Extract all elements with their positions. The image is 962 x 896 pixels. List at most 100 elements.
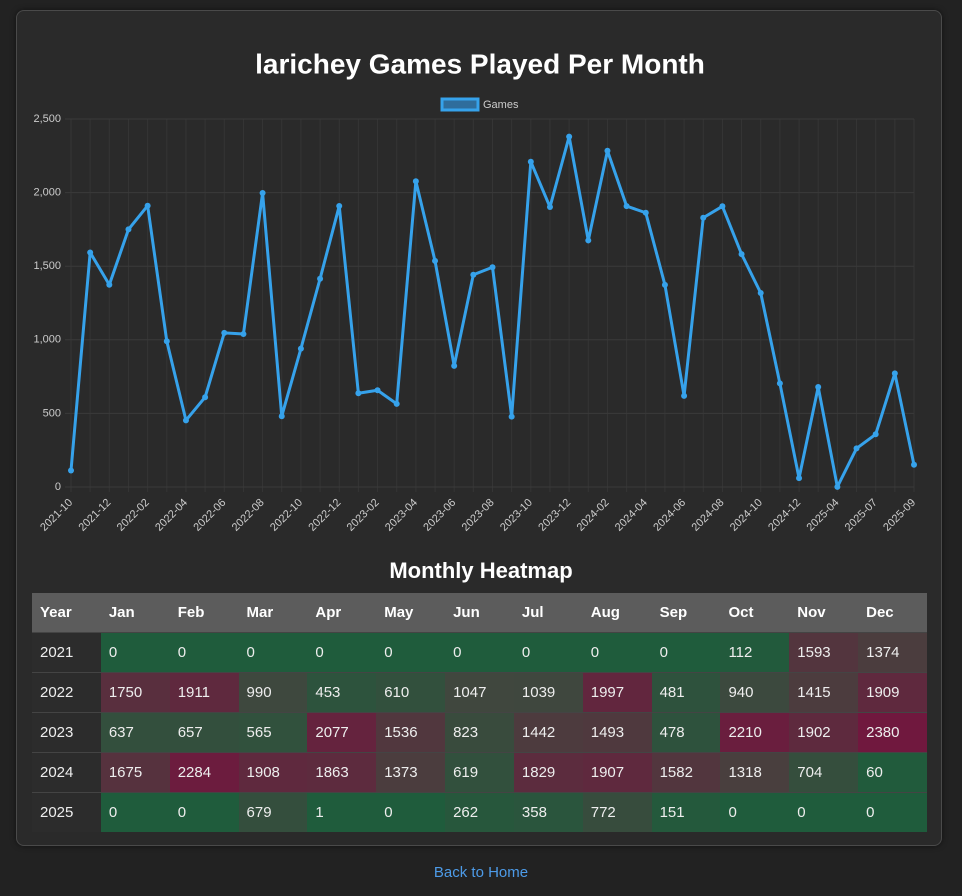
y-tick-label: 1,000	[33, 334, 61, 346]
point	[604, 147, 611, 154]
point	[681, 392, 688, 399]
chart-title: larichey Games Played Per Month	[255, 48, 705, 79]
y-tick-label: 500	[43, 407, 61, 419]
heat-cell: 0	[513, 632, 583, 673]
heat-cell: 610	[376, 672, 446, 713]
heat-cell: 0	[858, 792, 927, 832]
x-tick-label: 2022-10	[268, 497, 305, 534]
legend-label: Games	[483, 99, 519, 111]
heat-cell: 1415	[789, 672, 859, 713]
x-tick-label: 2025-09	[881, 497, 918, 534]
point	[125, 226, 132, 233]
heat-cell: 1593	[789, 632, 859, 673]
heat-cell: 1902	[789, 712, 859, 753]
point	[221, 329, 228, 336]
back-link[interactable]: Back to Home	[433, 864, 529, 881]
heat-cell: 0	[100, 792, 170, 832]
header-cell: Mar	[238, 593, 308, 633]
y-tick-label: 2,000	[33, 187, 61, 199]
heat-cell: 151	[651, 792, 721, 832]
heat-cell: 1911	[169, 672, 239, 713]
x-tick-label: 2023-10	[498, 497, 535, 534]
heat-cell: 453	[307, 672, 377, 713]
heat-cell: 0	[445, 632, 514, 673]
heat-cell: 679	[238, 792, 308, 832]
heat-cell: 1442	[513, 712, 583, 753]
chart: larichey Games Played Per Month 0 500 1,00…	[33, 48, 918, 534]
header-cell: Feb	[169, 593, 239, 633]
heat-cell: 60	[858, 752, 927, 793]
header-cell: Jul	[513, 593, 583, 633]
heat-cell: 1997	[582, 672, 652, 713]
heat-cell: 1493	[582, 712, 652, 753]
point	[853, 445, 860, 452]
year-cell: 2024	[32, 752, 101, 793]
point	[259, 190, 266, 197]
point	[776, 380, 783, 387]
point	[757, 289, 764, 296]
x-tick-label: 2024-12	[766, 497, 803, 534]
heatmap-table: Year Jan Feb Mar Apr May Jun Jul Aug Sep Oct Nov Dec…	[32, 593, 927, 832]
heat-cell: 0	[376, 632, 446, 673]
point	[106, 281, 113, 288]
x-tick-label: 2021-12	[76, 497, 113, 534]
x-tick-label: 2024-10	[728, 497, 765, 534]
heat-cell: 1374	[858, 632, 927, 673]
header-cell: Jan	[100, 593, 170, 633]
point	[317, 275, 324, 282]
header-cell: Year	[32, 593, 101, 633]
heatmap-title: Monthly Heatmap	[389, 558, 573, 583]
x-tick-label: 2022-02	[115, 497, 152, 534]
point	[87, 249, 94, 256]
heat-cell: 1829	[513, 752, 583, 793]
x-tick-label: 2021-10	[38, 497, 75, 534]
year-cell: 2023	[32, 712, 101, 753]
y-tick-label: 2,500	[33, 113, 61, 125]
heat-cell: 1750	[100, 672, 170, 713]
point	[815, 384, 822, 391]
table-row: 2022 1750 1911 990 453 610 1047 1039 1997 481 940 1…	[32, 672, 927, 713]
year-cell: 2022	[32, 672, 101, 713]
y-tick-label: 1,500	[33, 260, 61, 272]
point	[202, 394, 209, 401]
x-tick-label: 2022-06	[191, 497, 228, 534]
point	[355, 390, 362, 397]
heat-cell: 2284	[169, 752, 239, 793]
heat-cell: 262	[445, 792, 514, 832]
heat-cell: 1	[307, 792, 377, 832]
table-row: 2023 637 657 565 2077 1536 823 1442 1493 478 2210 1…	[32, 712, 927, 753]
table-row: 2025 0 0 679 1 0 262 358 772 151 0 0 0	[32, 792, 927, 832]
heat-cell: 1582	[651, 752, 721, 793]
heat-cell: 2210	[720, 712, 790, 753]
point	[700, 214, 707, 221]
point	[872, 431, 879, 438]
x-tick-label: 2022-12	[306, 497, 343, 534]
heat-cell: 772	[582, 792, 652, 832]
x-tick-label: 2023-08	[460, 497, 497, 534]
heat-cell: 1047	[445, 672, 514, 713]
point	[336, 202, 343, 209]
heat-cell: 2380	[858, 712, 927, 753]
heat-cell: 619	[445, 752, 514, 793]
heat-cell: 112	[720, 632, 790, 673]
header-row: Year Jan Feb Mar Apr May Jun Jul Aug Sep Oct Nov Dec	[32, 593, 927, 633]
header-cell: Oct	[720, 593, 790, 633]
heat-cell: 481	[651, 672, 721, 713]
point	[796, 475, 803, 482]
heat-cell: 0	[238, 632, 308, 673]
point	[642, 209, 649, 216]
heat-cell: 0	[720, 792, 790, 832]
point	[738, 251, 745, 258]
point	[432, 257, 439, 264]
header-cell: Nov	[789, 593, 859, 633]
y-tick-label: 0	[55, 481, 61, 493]
x-tick-label: 2024-02	[575, 497, 612, 534]
header-cell: Jun	[445, 593, 514, 633]
header-cell: Dec	[858, 593, 927, 633]
x-tick-label: 2023-12	[536, 497, 573, 534]
x-tick-label: 2023-02	[345, 497, 382, 534]
header-cell: Sep	[651, 593, 721, 633]
heat-cell: 0	[582, 632, 652, 673]
point	[163, 338, 170, 345]
